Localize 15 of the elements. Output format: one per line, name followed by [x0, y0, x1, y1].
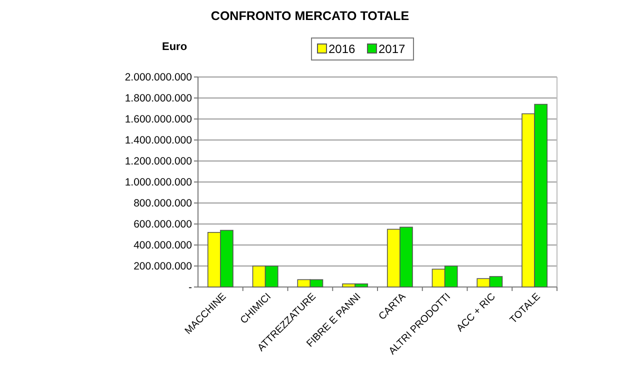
y-tick-label: 1.400.000.000	[124, 134, 192, 147]
y-axis-title: Euro	[162, 41, 188, 53]
y-tick-label: 600.000.000	[134, 218, 192, 231]
y-tick-label: 800.000.000	[134, 198, 192, 210]
chart-title: CONFRONTO MERCATO TOTALE	[210, 9, 410, 23]
legend-label: 2016	[328, 42, 356, 56]
y-tick-label: 1.600.000.000	[124, 114, 192, 126]
y-tick-label: 400.000.000	[134, 240, 192, 252]
y-tick-label: 200.000.000	[134, 260, 192, 273]
y-tick-label: -	[188, 282, 192, 294]
legend-label: 2017	[378, 42, 406, 56]
y-tick-label: 1.800.000.000	[124, 92, 192, 105]
y-tick-label: 1.200.000.000	[124, 156, 192, 168]
y-tick-label: 1.000.000.000	[124, 176, 192, 189]
y-tick-label: 2.000.000.000	[124, 72, 192, 84]
